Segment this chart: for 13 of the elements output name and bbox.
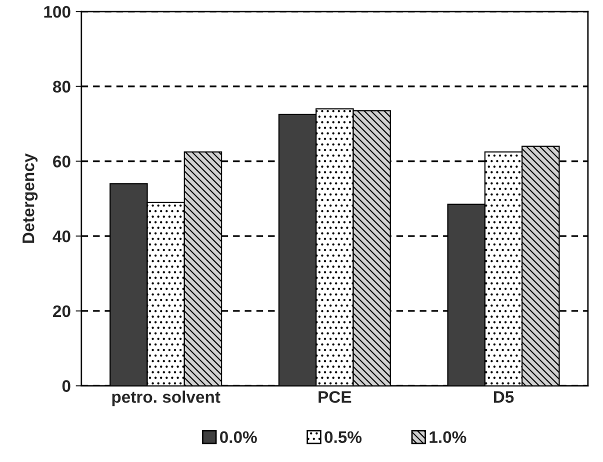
x-tick-label: PCE	[318, 391, 352, 403]
y-tick-label: 20	[53, 305, 70, 318]
legend-label: 1.0%	[430, 431, 466, 444]
y-tick-label: 0	[62, 380, 70, 392]
y-tick-label: 60	[53, 156, 70, 168]
y-tick-label: 40	[52, 230, 70, 242]
legend-label: 0.0%	[220, 431, 257, 444]
legend-label: 0.5%	[324, 431, 362, 444]
y-tick-label: 80	[52, 80, 70, 93]
y-tick-label: 100	[44, 6, 70, 18]
y-axis-title: Detergency	[22, 153, 38, 243]
x-tick-label: D5	[494, 391, 514, 403]
x-tick-label: petro. solvent	[112, 390, 220, 406]
